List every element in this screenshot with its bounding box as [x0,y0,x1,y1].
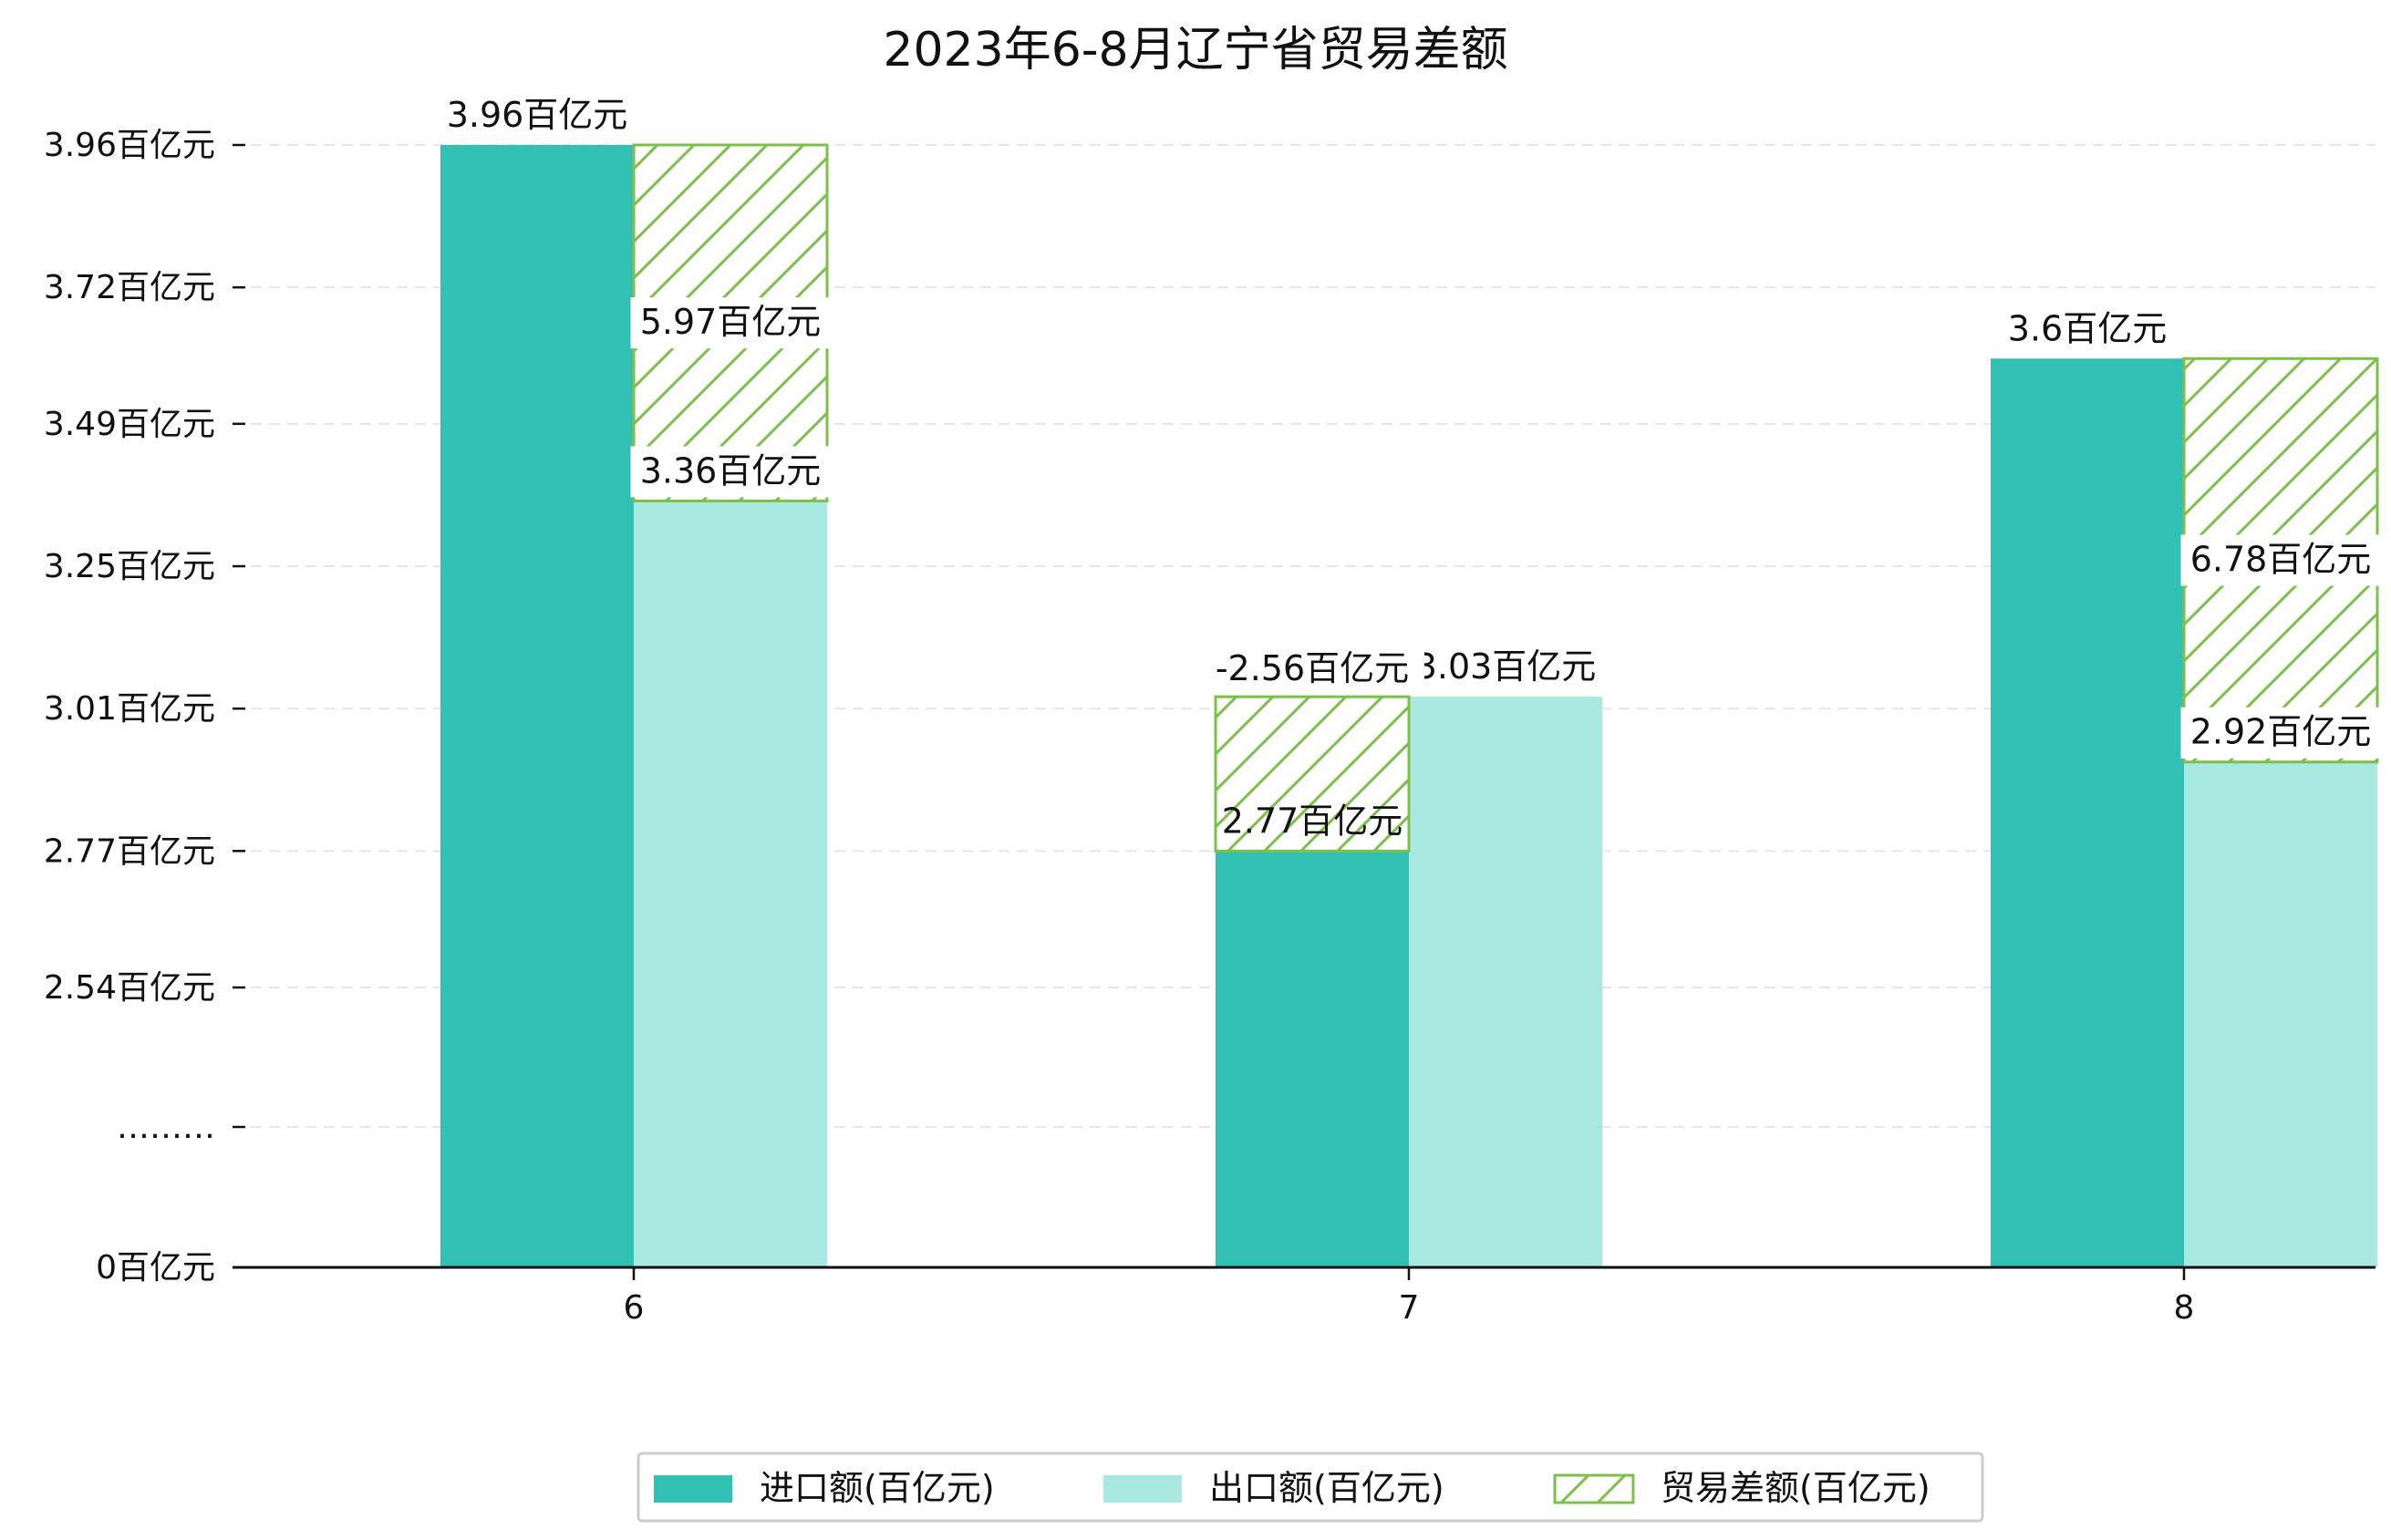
data-labels: 3.96百亿元 3.36百亿元 5.97百亿元 2.77百亿元 3.03百亿元-2.56… [447,95,2381,841]
legend-label-balance: 贸易差额(百亿元) [1661,1468,1930,1508]
legend-frame [637,1452,1984,1523]
legend-label-import: 进口额(百亿元) [760,1468,995,1508]
data-label-export: 2.92百亿元 [2190,712,2372,752]
y-tick-label: ……… [117,1109,215,1146]
y-tick-label: 2.77百亿元 [44,832,215,870]
y-tick-label: 3.01百亿元 [44,690,215,728]
bar-export [634,501,827,1267]
x-axis: 6 7 8 [233,1266,2375,1327]
legend-swatch-balance [1553,1473,1635,1504]
data-label-export-bg [2180,707,2381,759]
chart-title: 2023年6-8月辽宁省贸易差额 [883,23,1507,78]
data-label-balance: 5.97百亿元 [640,302,822,342]
data-label-export: 3.03百亿元 [1415,646,1597,687]
data-label-export: 3.36百亿元 [640,450,822,491]
legend-label-export: 出口额(百亿元) [1209,1468,1444,1508]
bar-export [2184,761,2377,1267]
data-label-export-bg [1405,642,1606,694]
bar-import [1991,358,2184,1267]
y-tick-label: 3.96百亿元 [44,127,215,164]
data-label-balance: -2.56百亿元 [1216,648,1409,688]
data-label-import: 3.6百亿元 [2008,308,2167,348]
bar-import [1216,851,1409,1267]
y-tick-label: 2.54百亿元 [44,969,215,1007]
data-label-balance-bg [2180,534,2381,586]
bar-import [440,145,634,1267]
legend-swatch-import [654,1475,732,1503]
data-label-balance: 6.78百亿元 [2190,539,2372,579]
x-tick-label: 7 [1399,1289,1420,1327]
x-tick-label: 8 [2174,1289,2195,1327]
legend-swatch-export [1103,1475,1182,1503]
y-tick-label: 0百亿元 [96,1249,215,1287]
data-label-import: 2.77百亿元 [1222,801,1403,841]
y-tick-label: 3.49百亿元 [44,406,215,443]
x-tick-label: 6 [624,1289,645,1327]
legend[interactable]: 进口额(百亿元) 出口额(百亿元) 贸易差额(百亿元) [637,1452,1984,1523]
bar-export [1409,697,1602,1267]
data-label-balance-bg [1200,644,1424,696]
data-label-balance-bg [630,297,831,349]
y-tick-label: 3.25百亿元 [44,548,215,585]
bar-balance [1214,695,1411,853]
y-tick-label: 3.72百亿元 [44,269,215,306]
y-axis: 0百亿元 ……… 2.54百亿元 2.77百亿元 3.01百亿元 3.25百亿元 3.49百… [44,127,245,1287]
data-label-import: 3.96百亿元 [447,95,628,135]
data-label-export-bg [630,446,831,498]
